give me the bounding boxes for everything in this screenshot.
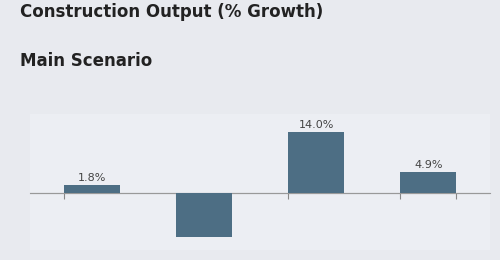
Text: 1.8%: 1.8% <box>78 173 106 183</box>
Bar <box>400 172 456 193</box>
Text: Main Scenario: Main Scenario <box>20 52 152 70</box>
Text: 14.0%: 14.0% <box>298 120 334 130</box>
Text: 4.9%: 4.9% <box>414 160 442 170</box>
Text: Construction Output (% Growth): Construction Output (% Growth) <box>20 3 323 21</box>
Bar <box>288 132 344 193</box>
Bar <box>176 193 232 237</box>
Bar <box>64 185 120 193</box>
